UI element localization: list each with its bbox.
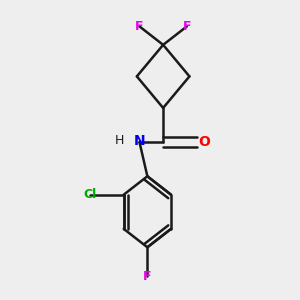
Text: O: O xyxy=(198,135,210,149)
Text: H: H xyxy=(115,134,124,147)
Text: F: F xyxy=(183,20,191,33)
Text: N: N xyxy=(134,134,145,148)
Text: F: F xyxy=(135,20,144,33)
Text: F: F xyxy=(143,270,152,283)
Text: Cl: Cl xyxy=(83,188,96,201)
